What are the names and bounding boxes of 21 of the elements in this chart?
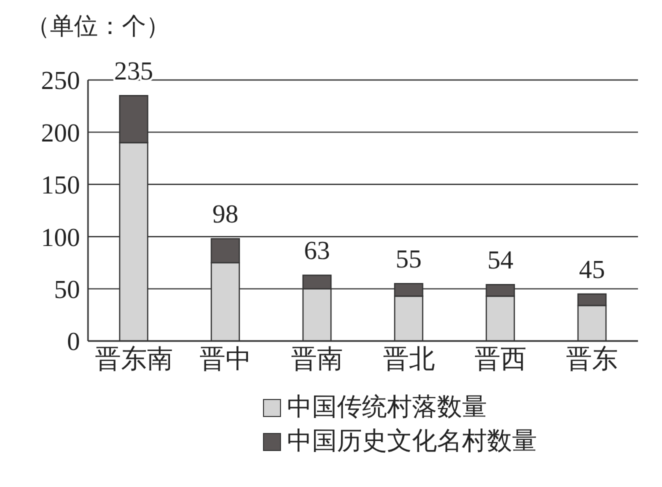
- y-tick-label: 100: [41, 222, 80, 252]
- x-tick-label: 晋南: [291, 344, 344, 374]
- legend-label: 中国传统村落数量: [287, 393, 487, 423]
- total-label: 63: [304, 236, 330, 266]
- y-tick-label: 250: [41, 66, 80, 96]
- y-tick-label: 50: [54, 275, 80, 304]
- total-label: 45: [579, 255, 605, 284]
- total-label: 54: [487, 246, 514, 275]
- total-label: 235: [114, 56, 154, 86]
- y-axis-title: （单位：个）: [26, 13, 170, 42]
- total-label: 98: [212, 200, 238, 229]
- x-tick-label: 晋东南: [94, 344, 173, 374]
- x-tick-label: 晋西: [474, 344, 526, 374]
- y-tick-label: 200: [41, 118, 80, 148]
- legend-label: 中国历史文化名村数量: [287, 427, 537, 457]
- x-tick-label: 晋北: [382, 344, 435, 374]
- y-tick-label: 0: [67, 327, 80, 356]
- x-tick-label: 晋中: [200, 344, 252, 374]
- y-tick-label: 150: [41, 170, 80, 200]
- total-label: 55: [396, 244, 422, 274]
- x-tick-label: 晋东: [566, 344, 618, 374]
